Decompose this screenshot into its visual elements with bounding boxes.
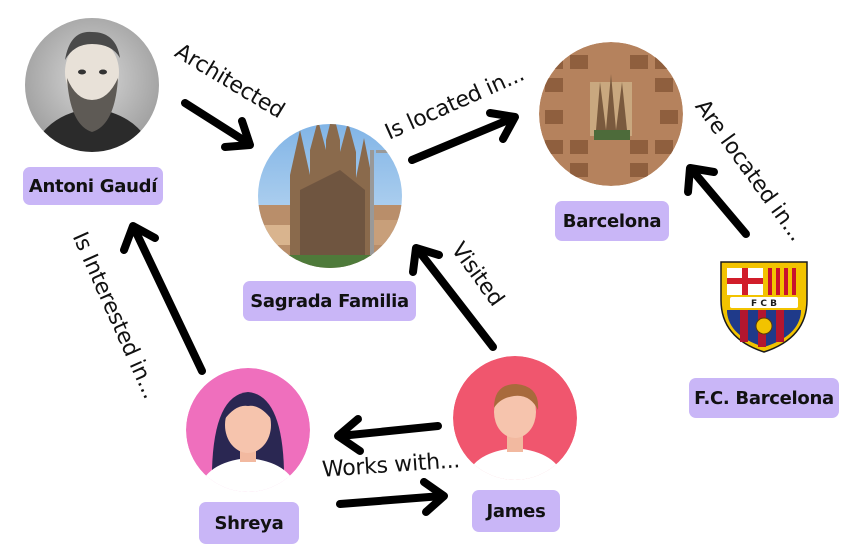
arrowhead-visited: [409, 244, 443, 276]
arrows: [120, 99, 750, 516]
arrowhead-are-located-in: [684, 164, 718, 196]
node-label-gaudi: Antoni Gaudí: [23, 167, 163, 205]
arrow-located-in: [408, 114, 517, 164]
arrow-are-located-in: [688, 166, 750, 238]
arrow-visited: [414, 246, 497, 351]
gaudi-photo: [24, 17, 160, 153]
arrow-architected: [181, 99, 252, 147]
node-label-fc-barcelona: F.C. Barcelona: [689, 378, 839, 418]
james-avatar: [453, 356, 577, 480]
node-label-shreya: Shreya: [199, 502, 299, 544]
arrowhead-interested-in: [120, 222, 159, 254]
node-label-sagrada-familia: Sagrada Familia: [243, 281, 416, 321]
arrowhead-architected: [221, 117, 254, 151]
node-label-james: James: [472, 490, 560, 532]
shreya-avatar: [186, 368, 310, 492]
arrowhead-works-with-left: [334, 415, 364, 455]
arrow-works-with-right: [336, 492, 446, 508]
crest-text: F C B: [751, 299, 777, 309]
arrow-works-with-left: [336, 422, 442, 440]
sagrada-familia-photo: [258, 124, 402, 268]
node-label-barcelona: Barcelona: [555, 201, 669, 241]
arrowhead-located-in: [486, 109, 519, 143]
arrowhead-works-with-right: [420, 478, 448, 516]
fc-barcelona-crest: F C B: [720, 261, 808, 353]
barcelona-photo: [539, 42, 683, 186]
arrow-interested-in: [130, 224, 206, 375]
